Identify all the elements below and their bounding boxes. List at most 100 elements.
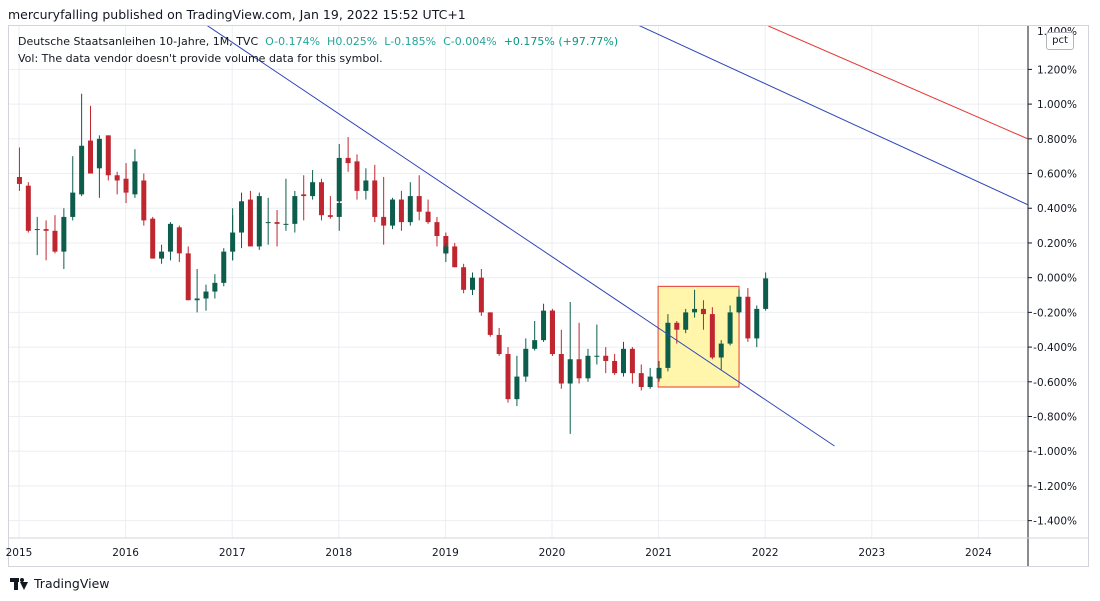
candle-body	[363, 180, 369, 191]
x-tick-label: 2017	[219, 547, 246, 559]
candle-body	[283, 223, 289, 225]
x-tick-label: 2020	[539, 547, 566, 559]
candle-body	[354, 161, 360, 191]
candle-body	[674, 322, 680, 330]
x-tick-label: 2016	[112, 547, 139, 559]
candle-body	[709, 314, 715, 358]
open-value: O-0.174%	[265, 35, 321, 48]
candle-body	[43, 229, 49, 231]
candle-body	[541, 310, 547, 341]
candle-body	[549, 310, 555, 355]
candle-body	[221, 251, 227, 283]
candle-body	[665, 322, 671, 368]
change-value: +0.175% (+97.77%)	[503, 35, 619, 48]
candle-body	[425, 211, 431, 223]
publish-header: mercuryfalling published on TradingView.…	[8, 7, 466, 22]
candle-body	[345, 157, 351, 164]
high-value: H0.025%	[327, 35, 378, 48]
y-tick-label: -1.200%	[1033, 481, 1077, 493]
candle-body	[629, 348, 635, 374]
candle-body	[638, 373, 644, 388]
candle-body	[34, 229, 40, 231]
candle-body	[469, 277, 475, 290]
candle-body	[256, 196, 262, 247]
candle-body	[185, 253, 191, 301]
candle-body	[230, 232, 236, 252]
candle-body	[212, 282, 218, 292]
candle-body	[745, 296, 751, 339]
candle-body	[123, 190, 129, 193]
candle-body	[585, 355, 591, 379]
candle-body	[52, 230, 58, 252]
y-tick-label: -0.400%	[1033, 342, 1077, 354]
candle-body	[718, 343, 724, 358]
candle-body	[763, 278, 769, 309]
candle-body	[496, 334, 502, 355]
candle-body	[70, 192, 76, 217]
trendline	[638, 26, 1028, 206]
candle-body	[612, 360, 618, 374]
candle-body	[452, 246, 458, 268]
x-tick-label: 2024	[965, 547, 992, 559]
candle-body	[88, 140, 94, 174]
candle-body	[390, 199, 396, 226]
candle-body	[505, 354, 511, 400]
y-tick-label: -1.400%	[1033, 516, 1077, 528]
y-tick-label: -0.600%	[1033, 377, 1077, 389]
candle-body	[576, 359, 582, 379]
y-tick-label: 0.400%	[1037, 203, 1077, 215]
candle-body	[79, 145, 85, 195]
candle-body	[132, 161, 138, 195]
candle-body	[647, 376, 653, 388]
candle-body	[700, 308, 706, 315]
candle-body	[194, 298, 200, 301]
candle-body	[203, 291, 209, 299]
candle-body	[754, 308, 760, 339]
scale-mode-badge[interactable]: pct	[1046, 32, 1074, 50]
candle-body	[523, 348, 529, 377]
candle-body	[478, 277, 484, 313]
low-value: L-0.185%	[384, 35, 437, 48]
y-tick-label: -0.800%	[1033, 412, 1077, 424]
candle-body	[239, 201, 245, 233]
candle-body	[381, 216, 387, 226]
candle-body	[327, 215, 333, 217]
candle-body	[683, 312, 689, 330]
candle-body	[567, 359, 573, 384]
candle-body	[736, 296, 742, 313]
candle-body	[274, 222, 280, 224]
chart-frame	[8, 25, 1089, 567]
candle-body	[692, 308, 698, 313]
y-tick-label: 0.600%	[1037, 169, 1077, 181]
y-tick-label: 1.200%	[1037, 64, 1077, 76]
candle-body	[176, 227, 182, 254]
candle-body	[416, 196, 422, 212]
candle-body	[105, 135, 111, 176]
candle-body	[443, 246, 449, 254]
symbol-title: Deutsche Staatsanleihen 10-Jahre, 1M, TV…	[18, 35, 259, 48]
close-value: C-0.004%	[443, 35, 497, 48]
symbol-legend: Deutsche Staatsanleihen 10-Jahre, 1M, TV…	[18, 35, 618, 48]
x-tick-label: 2018	[325, 547, 352, 559]
candle-body	[114, 175, 120, 181]
candle-body	[159, 251, 165, 259]
candle-body	[318, 182, 324, 216]
candle-body	[558, 354, 564, 384]
candle-body	[310, 182, 316, 197]
candle-body	[292, 196, 298, 224]
plot-area	[16, 26, 1028, 447]
y-tick-label: -1.000%	[1033, 446, 1077, 458]
x-tick-label: 2019	[432, 547, 459, 559]
candle-body	[621, 348, 627, 374]
candle-body	[301, 194, 307, 197]
candle-body	[532, 340, 538, 349]
candle-body	[603, 355, 609, 361]
candle-body	[656, 367, 662, 379]
candle-body	[265, 222, 271, 224]
tradingview-logo-icon	[10, 577, 30, 590]
candle-body	[727, 312, 733, 344]
candle-body	[25, 185, 31, 231]
candle-body	[487, 312, 493, 335]
candle-body	[141, 180, 147, 221]
